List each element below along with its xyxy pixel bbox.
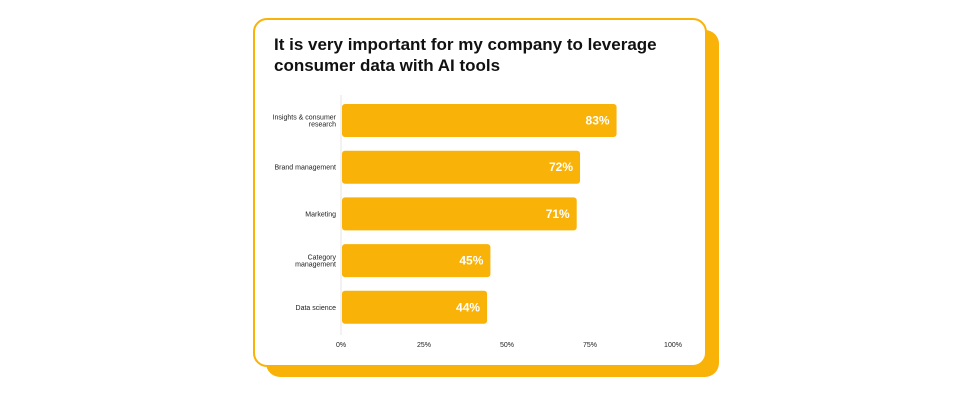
category-label: Category management <box>295 255 336 269</box>
category-label: Insights & consumer research <box>273 115 337 129</box>
bar-0 <box>342 104 617 137</box>
bar-3 <box>342 244 491 278</box>
category-label: Brand management <box>275 165 337 172</box>
x-tick-label: 25% <box>417 342 431 349</box>
x-tick-label: 75% <box>583 342 597 349</box>
bar-1 <box>342 150 581 184</box>
bar-2 <box>342 197 577 231</box>
bar-value-label: 83% <box>586 114 610 128</box>
bar-value-label: 45% <box>459 254 483 268</box>
x-tick-label: 50% <box>500 342 514 349</box>
bar-value-label: 72% <box>549 160 573 174</box>
bar-4 <box>342 290 488 324</box>
x-ticks-group: 0% 25% 50% 75% 100% <box>336 342 682 349</box>
x-tick-label: 100% <box>664 342 682 349</box>
bar-value-label: 71% <box>546 207 570 221</box>
category-label: Marketing <box>305 211 336 218</box>
x-tick-label: 0% <box>336 342 346 349</box>
chart-title: It is very important for my company to l… <box>274 35 657 75</box>
bar-value-label: 44% <box>456 300 480 314</box>
category-label: Data science <box>296 305 337 312</box>
bars-group: 83% Insights & consumer research 72% Brand m… <box>273 104 617 324</box>
